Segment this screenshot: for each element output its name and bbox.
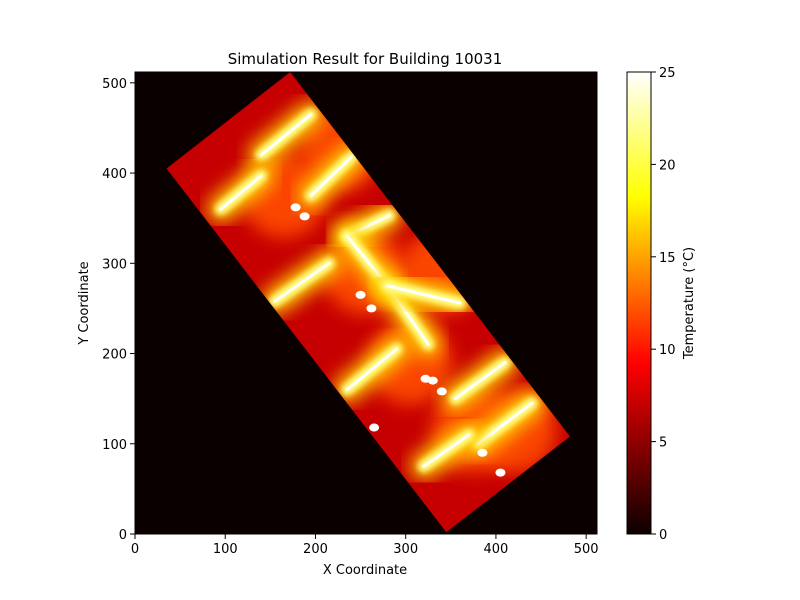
hot-spot <box>436 387 447 396</box>
y-axis-title: Y Coordinate <box>77 261 92 345</box>
heat-source-core <box>309 155 354 198</box>
hot-spot <box>299 212 310 221</box>
heat-source-core <box>219 174 263 211</box>
colorbar-tick-label: 5 <box>659 436 667 451</box>
plot-frame <box>134 71 598 535</box>
colorbar-tick-label: 0 <box>659 528 667 543</box>
x-tick-label: 0 <box>131 542 139 557</box>
heatmap-layer <box>166 72 570 533</box>
heat-source-core <box>453 361 507 401</box>
x-tick-label: 200 <box>303 542 328 557</box>
x-tick-label: 100 <box>213 542 238 557</box>
heat-source-core <box>476 401 534 446</box>
y-tick-label: 500 <box>102 77 127 92</box>
y-tick-label: 100 <box>102 438 127 453</box>
heat-source-core <box>345 347 399 392</box>
hot-spot <box>477 448 488 457</box>
colorbar-tick-label: 20 <box>659 158 676 173</box>
colorbar-tick-label: 15 <box>659 251 676 266</box>
colorbar-label: Temperature (°C) <box>682 247 697 360</box>
y-axis: 0 100 200 300 400 500 <box>102 77 135 543</box>
colorbar <box>626 71 652 535</box>
hot-spot <box>355 290 366 299</box>
hot-spot <box>420 374 431 383</box>
x-tick-label: 300 <box>393 542 418 557</box>
y-tick-label: 0 <box>119 528 127 543</box>
colorbar-tick-label: 10 <box>659 343 676 358</box>
colorbar-axis: 0 5 10 15 20 25 <box>651 66 676 543</box>
hot-spot <box>495 468 506 477</box>
heat-source-core <box>386 284 462 305</box>
x-tick-label: 400 <box>484 542 509 557</box>
x-axis-title: X Coordinate <box>323 563 407 578</box>
colorbar-tick-label: 25 <box>659 66 676 81</box>
x-tick-label: 500 <box>574 542 599 557</box>
y-tick-label: 400 <box>102 167 127 182</box>
hot-spot <box>290 203 301 212</box>
chart-title: Simulation Result for Building 10031 <box>228 50 503 68</box>
y-tick-label: 300 <box>102 257 127 272</box>
x-axis: 0 100 200 300 400 500 <box>131 534 599 557</box>
y-tick-label: 200 <box>102 348 127 363</box>
heat-source-core <box>273 261 331 303</box>
hot-spot <box>366 304 377 313</box>
heat-source-core <box>422 433 471 468</box>
building-interior <box>207 101 556 480</box>
heat-source-core <box>259 112 313 157</box>
hot-spot <box>369 423 380 432</box>
